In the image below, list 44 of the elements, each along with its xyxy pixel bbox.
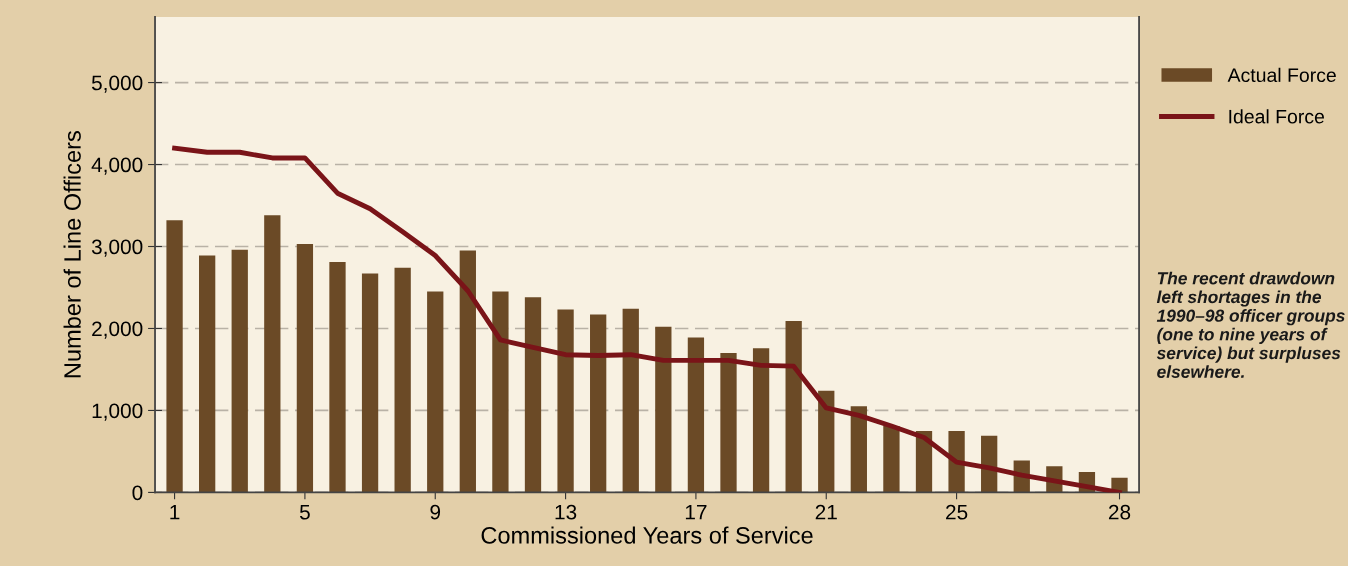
x-tick-label: 9 (430, 504, 441, 520)
bar (264, 215, 281, 493)
x-axis-title: Commissioned Years of Service (481, 526, 813, 544)
x-tick-label: 13 (555, 504, 577, 520)
x-tick-label: 17 (685, 504, 707, 520)
bar (394, 267, 411, 493)
bar (166, 220, 183, 493)
bar (427, 291, 444, 493)
bar (720, 353, 737, 493)
x-tick-label: 5 (299, 504, 310, 520)
x-tick-label: 1 (170, 504, 180, 520)
bar (492, 291, 509, 493)
x-tick-label: 28 (1108, 504, 1131, 520)
y-tick-label: 0 (132, 485, 143, 501)
bar (785, 321, 802, 493)
bar (622, 308, 639, 493)
bar (948, 430, 965, 493)
x-tick-label: 21 (815, 504, 837, 520)
bar (231, 249, 248, 493)
bar (818, 390, 835, 493)
bar (296, 244, 314, 493)
y-tick-label: 2,000 (92, 321, 143, 339)
y-tick-label: 3,000 (91, 239, 143, 257)
legend-label: Actual Force (1227, 67, 1336, 83)
bar (199, 255, 216, 493)
bar (524, 297, 542, 493)
bar (883, 426, 900, 493)
x-tick-label: 25 (946, 504, 968, 520)
line-series (172, 145, 1122, 493)
bar (850, 406, 867, 493)
bar (329, 262, 346, 493)
bar (361, 273, 379, 493)
bar (687, 337, 705, 493)
y-tick-label: 4,000 (91, 157, 143, 175)
bar (590, 314, 607, 493)
bar (752, 348, 770, 493)
bar (459, 250, 476, 493)
y-axis-title: Number of Line Officers (63, 131, 81, 378)
legend-label: Ideal Force (1229, 109, 1324, 124)
bar (557, 309, 574, 493)
y-tick-label: 5,000 (91, 75, 143, 93)
bar (655, 326, 672, 493)
y-tick-label: 1,000 (92, 403, 143, 421)
text: The recent drawdown left shortages in the 1990–98 officer groups (one to nine years of service) but surpluses elsewhere. (1156, 271, 1345, 378)
